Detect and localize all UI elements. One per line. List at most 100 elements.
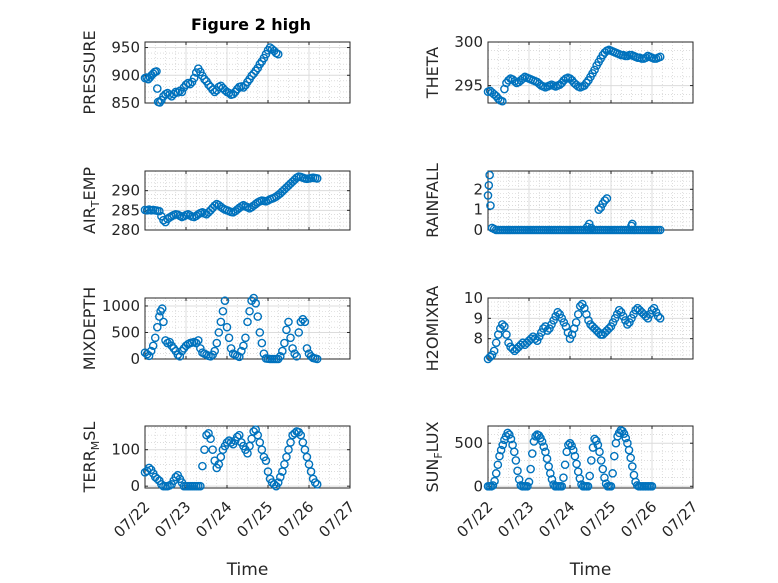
data-point	[269, 480, 279, 489]
y-axis-label-part: EMP	[80, 167, 99, 201]
x-tick-label: 07/22	[453, 498, 496, 541]
data-point	[278, 346, 287, 356]
data-point	[282, 325, 291, 335]
data-point	[610, 314, 620, 323]
data-point	[152, 322, 162, 332]
y-axis-label-part: RAINFALL	[423, 163, 442, 238]
y-tick-label: 500	[111, 323, 140, 341]
data-point	[571, 318, 581, 327]
data-point	[518, 74, 528, 83]
subplot-rainfall: 0 1 2 RAINFALL	[423, 163, 694, 239]
data-point	[294, 328, 304, 337]
data-point	[526, 464, 535, 474]
figure-title: Figure 2 high	[191, 15, 311, 34]
data-point	[532, 336, 542, 346]
data-point	[527, 449, 537, 458]
data-point	[570, 451, 580, 461]
x-axis-label: Time	[569, 560, 612, 580]
data-point	[530, 334, 540, 343]
y-tick-label: 950	[111, 39, 140, 57]
y-axis-label-subscript: F	[432, 452, 445, 458]
data-point	[142, 73, 151, 82]
y-axis-label: AIRTEMP	[80, 167, 102, 234]
y-tick-label: 0	[473, 477, 483, 495]
data-point	[237, 346, 246, 356]
data-point	[590, 65, 599, 75]
data-point	[598, 464, 608, 474]
y-axis-label: PRESSURE	[80, 30, 99, 114]
data-point	[204, 80, 213, 89]
data-point	[498, 440, 508, 450]
axes-box	[144, 41, 351, 104]
data-point	[573, 309, 583, 319]
data-point	[647, 481, 657, 491]
data-point	[575, 301, 585, 311]
data-point	[655, 225, 665, 235]
data-point	[594, 205, 604, 214]
plot-area	[145, 171, 350, 230]
y-tick-label: 100	[111, 441, 140, 459]
axes-box	[487, 297, 694, 360]
data-point	[284, 317, 293, 327]
data-point	[239, 83, 248, 92]
y-axis-label: RAINFALL	[423, 163, 442, 238]
data-point	[210, 87, 219, 97]
data-point	[587, 456, 596, 465]
y-tick-label: 0	[130, 350, 140, 368]
x-tick-label: 07/23	[494, 498, 537, 541]
x-tick-label: 07/24	[192, 498, 235, 541]
data-point	[226, 344, 236, 353]
data-point	[539, 324, 548, 333]
data-point	[245, 306, 254, 316]
y-axis-label-part: PRESSURE	[80, 30, 99, 114]
y-axis-label-part: AIR	[80, 207, 99, 234]
data-point	[204, 428, 213, 438]
x-tick-label: 07/24	[535, 498, 578, 541]
data-point	[489, 346, 499, 356]
data-point	[310, 478, 320, 487]
data-point	[575, 474, 585, 483]
x-tick-label: 07/26	[617, 498, 660, 541]
y-tick-label: 1	[473, 201, 483, 219]
y-axis-label-part: LUX	[423, 421, 442, 452]
y-tick-label: 295	[454, 77, 483, 95]
y-axis-label-part: SUN	[423, 459, 442, 493]
data-point	[587, 223, 596, 233]
data-point	[509, 447, 519, 457]
data-point	[220, 296, 230, 305]
data-point	[543, 326, 552, 335]
data-point	[498, 320, 507, 329]
data-point	[572, 459, 581, 469]
data-point	[210, 201, 219, 210]
data-point	[146, 346, 156, 356]
data-point	[157, 304, 167, 313]
y-tick-label: 0	[473, 221, 483, 239]
data-point	[152, 84, 162, 93]
data-point	[150, 333, 160, 343]
data-point	[537, 437, 547, 446]
axes-box	[144, 297, 351, 360]
data-point	[649, 303, 659, 313]
y-axis-label: H2OMIXRA	[423, 286, 442, 372]
data-point	[504, 76, 513, 85]
y-axis-label: SUNFLUX	[423, 421, 445, 492]
data-point	[155, 312, 164, 321]
data-point	[585, 471, 594, 481]
data-point	[547, 320, 556, 329]
data-point	[193, 336, 203, 345]
data-point	[511, 456, 521, 465]
subplot-h2omixra: 8 9 10 H2OMIXRA	[423, 286, 694, 372]
data-point	[273, 49, 283, 59]
x-tick-label: 07/25	[233, 498, 276, 541]
data-point	[628, 462, 637, 471]
data-point	[506, 434, 516, 444]
data-point	[567, 441, 576, 451]
data-point	[155, 206, 164, 216]
y-tick-label: 2	[473, 180, 483, 198]
y-axis-label-part: THETA	[423, 47, 442, 99]
data-point	[171, 472, 181, 482]
data-point	[185, 79, 195, 89]
x-tick-label: 07/25	[576, 498, 619, 541]
